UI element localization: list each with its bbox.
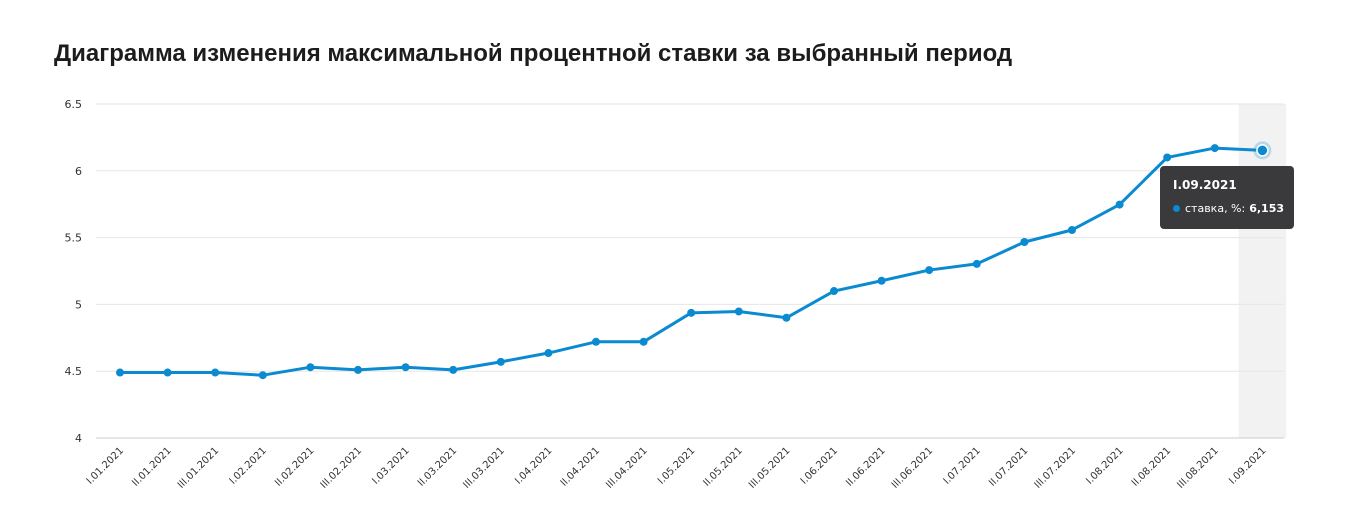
tooltip-title: I.09.2021 (1173, 178, 1237, 192)
x-tick-label: II.02.2021 (273, 445, 316, 488)
data-point[interactable] (163, 368, 172, 377)
y-tick-label: 5 (75, 298, 82, 311)
data-point[interactable] (782, 313, 791, 322)
x-tick-label: I.05.2021 (656, 445, 697, 486)
x-tick-label: II.04.2021 (559, 445, 602, 488)
y-tick-label: 4.5 (65, 365, 83, 378)
x-tick-label: III.03.2021 (461, 445, 507, 491)
x-tick-label: III.01.2021 (176, 445, 222, 491)
series-marker-icon (1173, 205, 1180, 212)
x-tick-label: II.07.2021 (987, 445, 1030, 488)
data-point[interactable] (972, 259, 981, 268)
data-point[interactable] (925, 266, 934, 275)
x-tick-label: II.03.2021 (416, 445, 459, 488)
data-point[interactable] (877, 276, 886, 285)
x-tick-label: I.09.2021 (1227, 445, 1268, 486)
y-tick-label: 5.5 (65, 232, 83, 245)
x-tick-label: III.08.2021 (1175, 445, 1221, 491)
x-tick-label: III.07.2021 (1033, 445, 1079, 491)
x-tick-label: I.01.2021 (85, 445, 126, 486)
data-point[interactable] (830, 287, 838, 296)
x-tick-label: I.07.2021 (942, 445, 983, 486)
data-point[interactable] (1068, 225, 1076, 234)
active-data-point[interactable] (1256, 144, 1269, 157)
x-tick-label: III.05.2021 (747, 445, 793, 491)
x-tick-label: I.06.2021 (799, 445, 840, 486)
data-point[interactable] (1210, 144, 1219, 153)
data-point[interactable] (401, 363, 410, 372)
x-tick-label: III.02.2021 (319, 445, 365, 491)
x-tick-label: III.04.2021 (604, 445, 650, 491)
data-point[interactable] (1115, 200, 1124, 209)
x-tick-label: I.04.2021 (513, 445, 554, 486)
data-point[interactable] (258, 371, 267, 380)
data-point[interactable] (116, 368, 124, 377)
data-point[interactable] (211, 368, 220, 377)
data-point[interactable] (687, 308, 696, 317)
data-point[interactable] (496, 357, 505, 366)
tooltip-row: ставка, %: 6,153 (1173, 202, 1285, 215)
x-tick-label: II.01.2021 (130, 445, 173, 488)
data-point[interactable] (734, 307, 743, 316)
data-tooltip: I.09.2021 ставка, %: 6,153 (1160, 166, 1294, 229)
x-tick-label: II.08.2021 (1130, 445, 1173, 488)
x-tick-label: II.05.2021 (701, 445, 744, 488)
x-tick-label: I.02.2021 (228, 445, 269, 486)
x-tick-label: II.06.2021 (844, 445, 887, 488)
highlight-band (1238, 104, 1287, 438)
data-point[interactable] (544, 349, 553, 358)
data-point[interactable] (592, 337, 600, 346)
data-point[interactable] (1020, 238, 1029, 247)
series-line (118, 146, 1264, 377)
data-point[interactable] (449, 365, 458, 374)
y-tick-label: 6.5 (65, 98, 83, 111)
data-point[interactable] (306, 363, 315, 372)
x-tick-label: I.03.2021 (370, 445, 411, 486)
tooltip-value: 6,153 (1249, 202, 1285, 215)
data-point[interactable] (354, 365, 362, 374)
chart-title: Диаграмма изменения максимальной процент… (54, 40, 1013, 67)
y-tick-label: 4 (75, 432, 82, 445)
data-point[interactable] (1163, 153, 1172, 162)
tooltip-series-label: ставка, %: (1185, 202, 1246, 215)
x-tick-label: III.06.2021 (890, 445, 936, 491)
x-tick-label: I.08.2021 (1084, 445, 1125, 486)
y-tick-label: 6 (75, 165, 82, 178)
data-point[interactable] (639, 337, 648, 346)
